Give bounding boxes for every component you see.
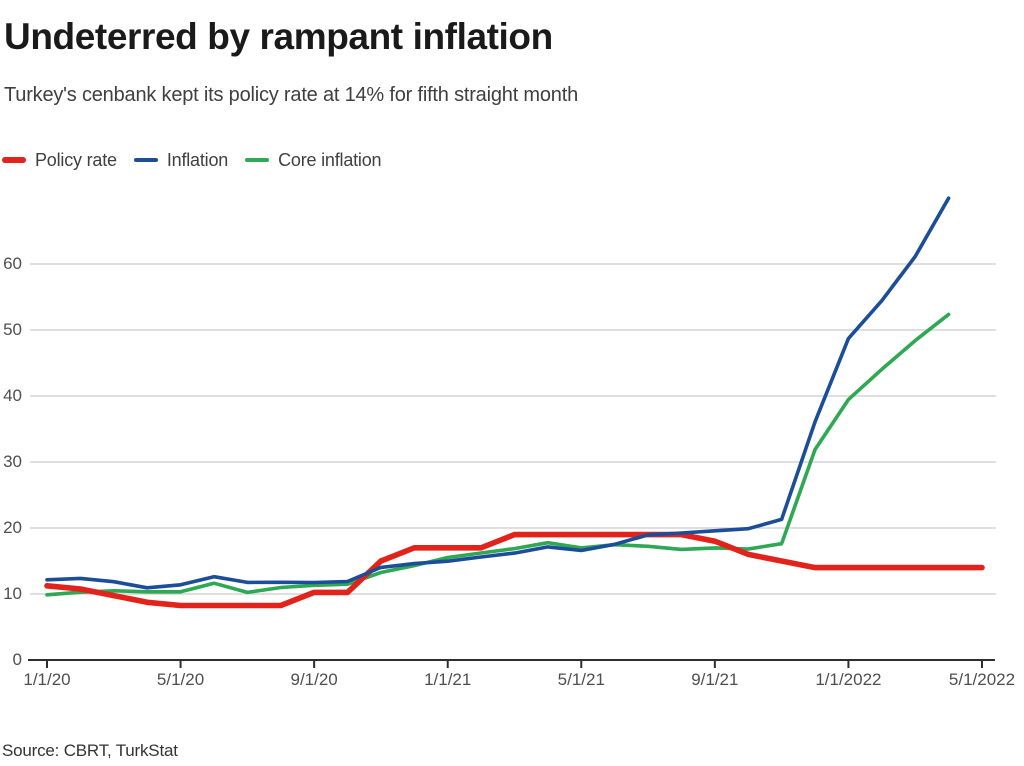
series-line-core-inflation <box>45 312 951 597</box>
legend-item-core-inflation: Core inflation <box>245 149 382 171</box>
y-axis-tick-label-40: 40 <box>3 386 22 405</box>
x-axis-tick-label-5-1-2022: 5/1/2022 <box>948 670 1016 689</box>
series-line-policy-rate <box>44 531 985 609</box>
page-subtitle: Turkey's cenbank kept its policy rate at… <box>4 84 578 106</box>
inflation-swatch-icon <box>133 158 158 162</box>
y-axis-tick-label-0: 0 <box>12 650 22 669</box>
core-inflation-swatch-icon <box>245 158 270 162</box>
x-axis-tick-label-1-1-21: 1/1/21 <box>424 670 472 689</box>
source-note: Source: CBRT, TurkStat <box>2 741 178 760</box>
x-axis-tick-label-1-1-2022: 1/1/2022 <box>815 670 882 689</box>
legend-label: Inflation <box>166 149 229 170</box>
x-axis-tick-label-5-1-20: 5/1/20 <box>156 670 205 689</box>
legend-item-inflation: Inflation <box>133 149 229 171</box>
x-axis-tick-label-9-1-20: 9/1/20 <box>290 670 338 689</box>
legend: Policy rate Inflation Core inflation <box>2 149 382 171</box>
y-axis-tick-label-30: 30 <box>3 452 22 471</box>
y-axis-tick-label-50: 50 <box>3 320 22 339</box>
y-axis-tick-label-60: 60 <box>3 254 22 273</box>
x-axis-tick-label-5-1-21: 5/1/21 <box>557 670 605 689</box>
page-title: Undeterred by rampant inflation <box>4 16 553 57</box>
x-axis-tick-label-9-1-21: 9/1/21 <box>691 670 739 689</box>
legend-label: Policy rate <box>35 149 117 170</box>
legend-label: Core inflation <box>278 149 382 170</box>
policy-rate-swatch-icon <box>2 157 26 163</box>
y-axis-tick-label-20: 20 <box>3 518 22 537</box>
y-axis-tick-label-10: 10 <box>3 584 22 603</box>
x-axis-tick-label-1-1-20: 1/1/20 <box>23 670 71 689</box>
series-line-inflation <box>45 196 951 590</box>
legend-item-policy-rate: Policy rate <box>2 150 117 171</box>
